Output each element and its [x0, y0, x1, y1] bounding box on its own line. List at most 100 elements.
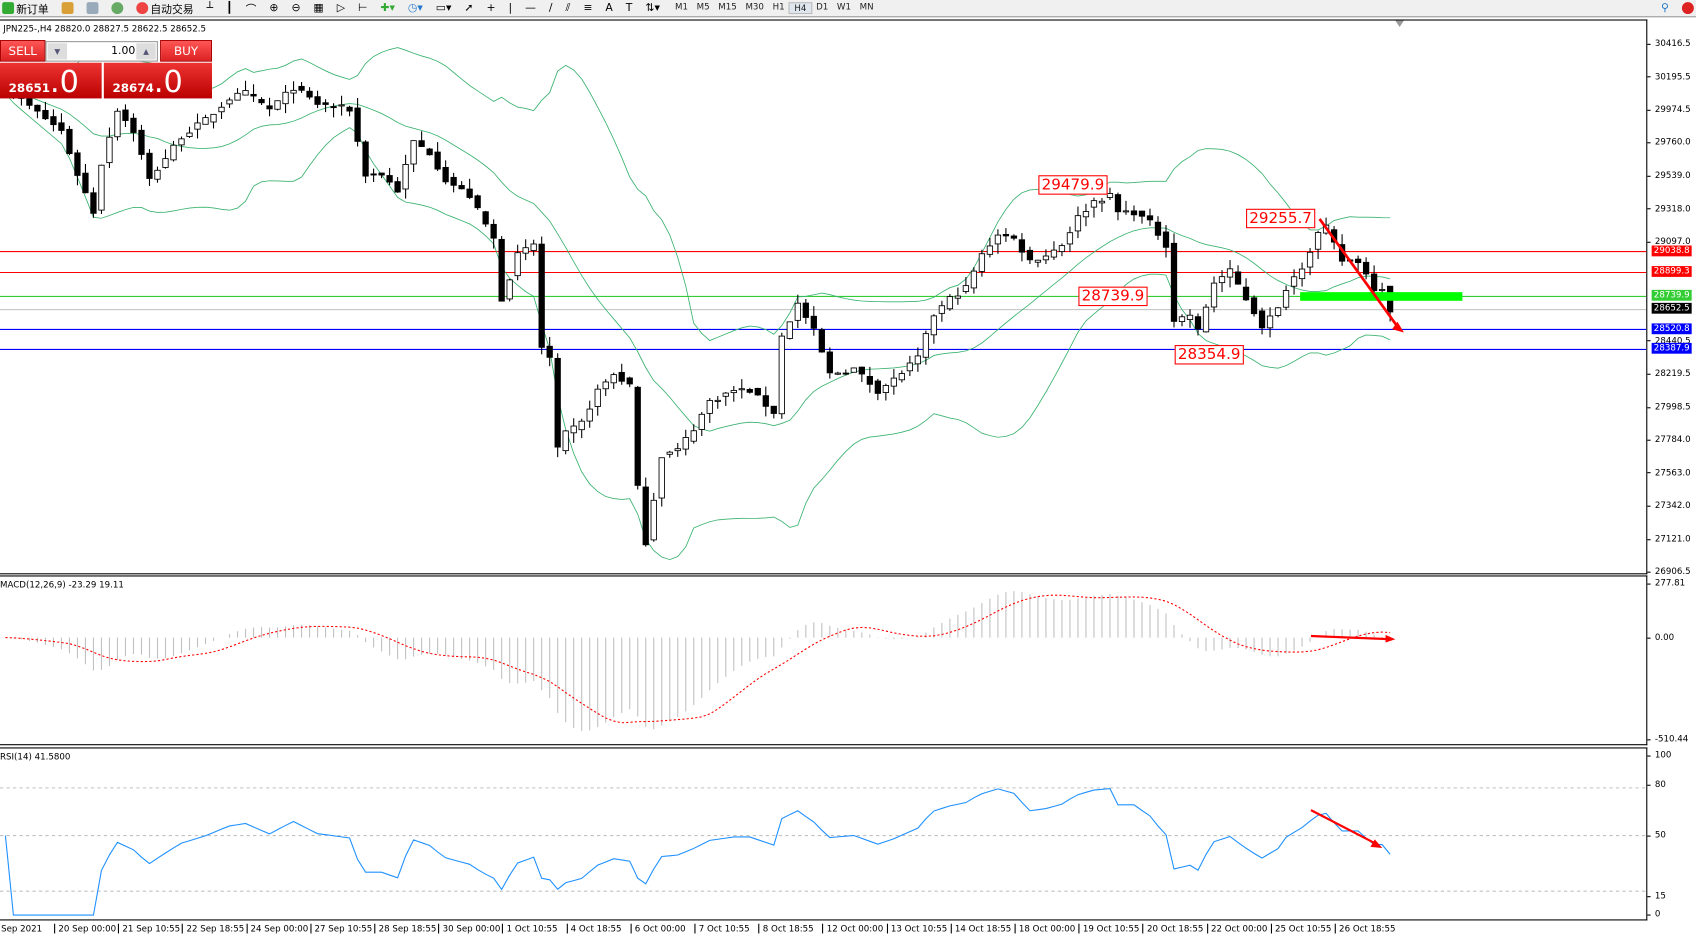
candle-body [754, 387, 761, 396]
candle-body [1130, 210, 1138, 216]
candle-body [1354, 258, 1362, 264]
time-tick: 13 Oct 10:55 [886, 923, 947, 934]
macd-panel[interactable]: MACD(12,26,9) -23.29 19.11 [0, 575, 1648, 746]
templates-icon[interactable]: ▭▾ [435, 2, 452, 15]
vertical-line-icon[interactable]: | [508, 2, 513, 15]
chart-shift-icon[interactable]: ⊢ [358, 2, 368, 15]
plus-icon [2, 2, 15, 15]
price-tick: 26906.5 [1647, 566, 1691, 576]
candle-body [42, 109, 49, 120]
sell-price[interactable]: 28651.0 [0, 62, 102, 99]
candle-body [794, 302, 801, 321]
timeframe-h1[interactable]: H1 [772, 2, 785, 12]
price-tick: 27563.0 [1647, 467, 1691, 478]
candle-body [338, 104, 345, 107]
navigator-icon[interactable] [84, 1, 100, 16]
candle-body [770, 405, 777, 414]
buy-price[interactable]: 28674.0 [103, 62, 212, 99]
signals-icon[interactable] [109, 1, 125, 16]
autoscroll-icon[interactable]: ▷ [336, 2, 346, 15]
horizontal-line-icon[interactable]: — [525, 2, 536, 15]
time-tick: 6 Oct 00:00 [630, 923, 686, 934]
candle-body [1066, 232, 1074, 245]
buy-button[interactable]: BUY [160, 40, 212, 62]
candle-body [970, 270, 978, 289]
candle-body [258, 99, 265, 104]
equidistant-channel-icon[interactable]: ⫽ [565, 2, 571, 15]
time-tick: 1 Oct 10:55 [502, 923, 558, 934]
candle-body [474, 195, 481, 209]
price-chart[interactable]: JPN225-,H4 28820.0 28827.5 28622.5 28652… [0, 19, 1648, 575]
candle-body [266, 105, 273, 110]
lot-increase-button[interactable]: ▲ [136, 43, 156, 60]
timeframe-h4[interactable]: H4 [788, 2, 812, 15]
candle-body [498, 238, 505, 302]
candle-body [82, 172, 89, 194]
timeframe-m1[interactable]: M1 [675, 2, 689, 12]
lot-input[interactable] [68, 43, 136, 59]
timeframe-m30[interactable]: M30 [745, 2, 764, 12]
macd-tick: -510.44 [1647, 733, 1689, 744]
candle-body [874, 380, 881, 394]
periods-icon[interactable]: ◷▾ [407, 2, 423, 15]
candle-body [1298, 268, 1306, 280]
candle-body [1250, 297, 1258, 315]
candle-body [314, 96, 321, 105]
timeframe-mn[interactable]: MN [859, 2, 874, 12]
candle-body [738, 388, 745, 391]
candle-body [978, 253, 986, 272]
candle-body [530, 243, 537, 251]
line-chart-icon[interactable]: ⌒ [245, 4, 257, 17]
candle-body [778, 335, 785, 415]
rsi-tick: 50 [1647, 830, 1666, 840]
search-icon[interactable]: ⚲ [1661, 2, 1669, 15]
arrow-head [1385, 634, 1396, 643]
price-axis[interactable]: 30416.5 30195.5 29974.5 29760.0 29539.0 29318… [1647, 19, 1696, 576]
new-order-button[interactable]: 新订单 [0, 1, 51, 16]
macd-arrow [1310, 634, 1393, 641]
time-axis[interactable]: Sep 2021 20 Sep 00:00 21 Sep 10:55 22 Sep 1… [0, 920, 1646, 936]
price-tick: 27342.0 [1647, 500, 1691, 511]
arrows-icon[interactable]: ⇅▾ [645, 2, 660, 15]
candle-body [74, 152, 81, 176]
candle-body [1050, 249, 1058, 258]
candle-body [626, 377, 633, 385]
crosshair-icon[interactable]: + [486, 2, 496, 15]
candle-body [1274, 307, 1282, 316]
candle-body [546, 345, 553, 358]
candle-body [490, 223, 497, 239]
zoom-out-icon[interactable]: ⊖ [291, 2, 301, 15]
text-label-icon[interactable]: T [625, 2, 633, 15]
candle-body [282, 91, 289, 105]
notification-icon[interactable] [1680, 1, 1696, 16]
candle-body [482, 211, 489, 225]
timeframe-m5[interactable]: M5 [696, 2, 710, 12]
candle-body [1210, 282, 1218, 308]
market-watch-icon[interactable] [59, 1, 75, 16]
trendline-icon[interactable]: / [548, 2, 553, 15]
price-tick: 27784.0 [1647, 434, 1691, 445]
rsi-panel[interactable]: RSI(14) 41.5800 [0, 747, 1648, 921]
timeframe-m15[interactable]: M15 [718, 2, 737, 12]
timeframe-d1[interactable]: D1 [816, 2, 829, 12]
time-tick: Sep 2021 [0, 924, 42, 934]
time-tick: 30 Sep 00:00 [438, 923, 500, 934]
candle-body [618, 371, 625, 382]
candlestick-icon[interactable]: ┃ [226, 2, 233, 15]
text-icon[interactable]: A [605, 2, 613, 15]
candle-body [1258, 310, 1266, 329]
bar-chart-icon[interactable]: ┴ [206, 2, 214, 15]
auto-trading-button[interactable]: 自动交易 [134, 1, 196, 16]
lot-decrease-button[interactable]: ▼ [47, 43, 68, 60]
candle-body [930, 315, 938, 336]
zoom-in-icon[interactable]: ⊕ [269, 2, 279, 15]
candle-body [562, 430, 569, 452]
price-tick: 30416.5 [1647, 38, 1691, 49]
candle-body [538, 243, 545, 348]
cursor-icon[interactable]: ➚ [464, 2, 474, 15]
sell-button[interactable]: SELL [0, 40, 46, 62]
tile-windows-icon[interactable]: ▦ [313, 2, 324, 15]
timeframe-w1[interactable]: W1 [836, 2, 851, 12]
fibonacci-icon[interactable]: ≡ [583, 2, 593, 15]
indicators-icon[interactable]: ✚▾ [380, 2, 395, 15]
